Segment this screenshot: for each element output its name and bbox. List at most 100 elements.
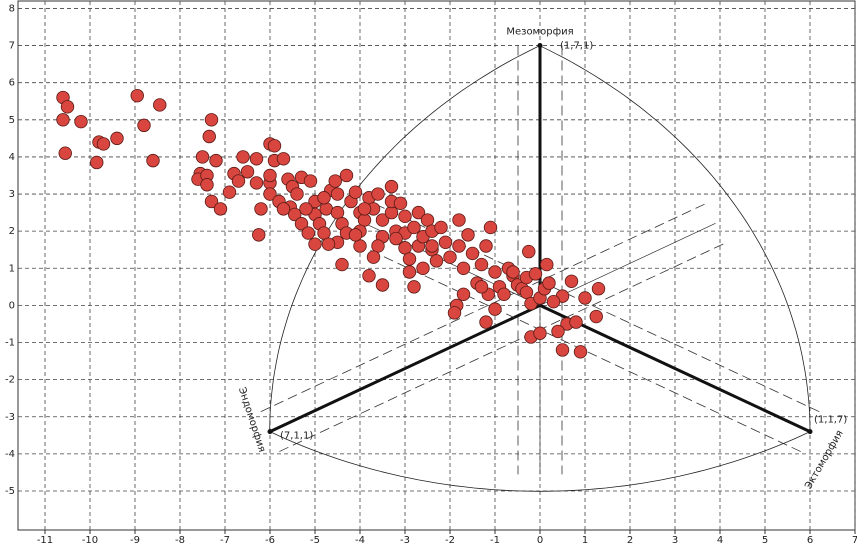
vertex-label: (1,7,1) <box>560 41 593 52</box>
point <box>569 315 583 329</box>
point <box>301 226 315 240</box>
point <box>348 228 363 242</box>
point <box>204 113 219 127</box>
point <box>366 250 381 264</box>
point <box>294 217 309 231</box>
point <box>319 202 333 216</box>
x-tick-label: -5 <box>310 535 320 546</box>
dashed-guide <box>373 203 820 413</box>
point <box>249 176 264 190</box>
point <box>447 306 462 320</box>
x-tick-label: 5 <box>762 535 768 546</box>
point <box>540 257 554 272</box>
point <box>578 291 592 305</box>
point <box>425 239 439 253</box>
point <box>479 315 493 329</box>
point <box>546 294 561 309</box>
point <box>389 231 403 246</box>
point <box>542 276 556 290</box>
point <box>420 213 435 227</box>
point <box>573 345 588 359</box>
y-tick-label: 5 <box>9 115 15 126</box>
x-tick-label: 1 <box>582 535 588 546</box>
point <box>402 252 417 266</box>
point <box>357 213 372 227</box>
point <box>474 280 489 294</box>
point <box>60 100 75 114</box>
point <box>254 202 268 216</box>
x-tick-label: 4 <box>717 535 723 546</box>
point <box>398 209 412 224</box>
y-tick-label: 3 <box>9 189 15 200</box>
frame-arc <box>539 45 811 432</box>
point <box>276 152 291 166</box>
point <box>290 187 304 201</box>
y-tick-label: 6 <box>9 78 15 89</box>
point <box>555 343 570 357</box>
vertex <box>807 429 813 435</box>
x-tick-label: -3 <box>400 535 410 546</box>
point <box>236 150 250 164</box>
y-tick-label: 1 <box>9 263 15 274</box>
point <box>209 153 223 168</box>
x-tick-label: 2 <box>627 535 633 546</box>
point <box>456 287 471 301</box>
point <box>202 129 216 144</box>
point <box>222 185 237 199</box>
point <box>204 194 219 209</box>
point <box>335 257 349 272</box>
frame-arc <box>269 431 811 492</box>
point <box>317 226 331 240</box>
point <box>330 205 345 220</box>
point <box>249 152 264 166</box>
x-tick-label: 3 <box>672 535 678 546</box>
point <box>96 137 111 151</box>
plot-frame <box>17 0 856 531</box>
point <box>384 179 399 194</box>
point <box>456 261 471 275</box>
x-tick-label: 7 <box>852 535 857 546</box>
vertex-label: (1,1,7) <box>814 415 847 426</box>
point <box>267 139 282 153</box>
y-tick-label: -5 <box>5 486 15 497</box>
point <box>497 287 511 301</box>
point <box>375 213 390 227</box>
point <box>353 239 367 253</box>
point <box>130 88 144 103</box>
point <box>56 113 70 127</box>
point <box>488 265 502 279</box>
point <box>195 150 210 164</box>
vertex-name: Мезоморфия <box>506 27 573 38</box>
point <box>299 202 313 216</box>
point <box>58 146 72 160</box>
point <box>357 202 372 216</box>
point <box>213 202 228 216</box>
x-tick-label: -8 <box>175 535 185 546</box>
point <box>371 239 385 253</box>
point <box>288 207 302 222</box>
point <box>393 196 408 211</box>
x-tick-label: -4 <box>355 535 365 546</box>
point <box>328 174 342 188</box>
point <box>461 228 475 242</box>
x-tick-label: 0 <box>537 535 543 546</box>
point <box>589 309 603 324</box>
point <box>488 302 502 316</box>
point <box>452 213 466 227</box>
y-tick-label: -3 <box>5 412 15 423</box>
x-tick-label: 6 <box>807 535 813 546</box>
x-tick-label: -10 <box>82 535 98 546</box>
point <box>200 178 214 192</box>
point <box>137 118 151 133</box>
point <box>252 228 266 242</box>
point <box>434 220 448 235</box>
point <box>375 278 390 292</box>
point <box>348 185 363 199</box>
vertex-name: Эктоморфия <box>803 429 846 492</box>
point <box>362 269 376 283</box>
point <box>591 282 606 296</box>
point <box>407 280 421 294</box>
point <box>263 187 277 201</box>
point <box>407 220 421 235</box>
